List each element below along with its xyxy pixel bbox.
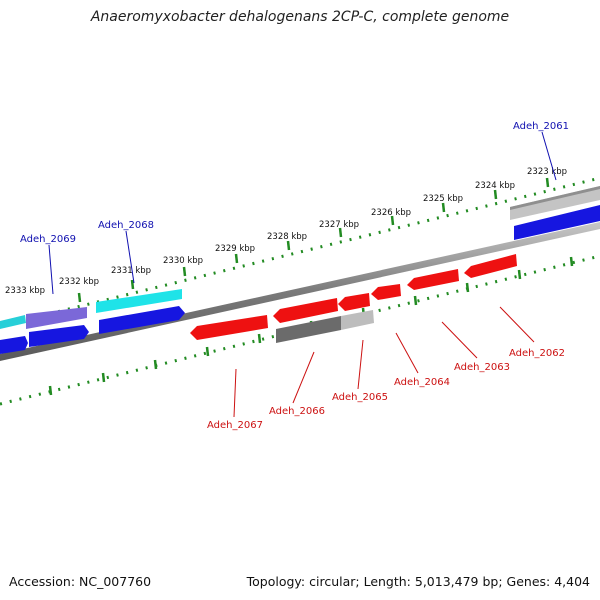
cds-arrow xyxy=(0,336,28,354)
gene-arrow-adeh-2066 xyxy=(273,298,338,323)
ruler-label: 2331 kbp xyxy=(111,266,151,276)
ruler-tick xyxy=(205,346,210,357)
leader-adeh-2061 xyxy=(541,131,557,181)
genome-summary-text: Topology: circular; Length: 5,013,479 bp… xyxy=(246,574,590,589)
ruler-tick xyxy=(182,266,187,277)
ruler-tick xyxy=(517,269,522,280)
leader-adeh-2066 xyxy=(292,351,315,404)
ruler-tick xyxy=(234,253,239,264)
ruler-label: 2332 kbp xyxy=(59,277,99,287)
gene-bar-adeh-2069 xyxy=(26,307,87,329)
ruler-tick xyxy=(101,372,106,383)
gene-label[interactable]: Adeh_2069 xyxy=(20,234,76,245)
gene-arrow-adeh-2062a xyxy=(407,269,459,290)
ruler-tick xyxy=(493,189,498,200)
map-title: Anaeromyxobacter dehalogenans 2CP-C, com… xyxy=(90,9,510,25)
ruler-tick xyxy=(338,227,343,238)
leader-adeh-2063 xyxy=(441,321,478,359)
leader-adeh-2064 xyxy=(395,332,419,374)
gene-label[interactable]: Adeh_2066 xyxy=(269,406,325,417)
gene-arrow-adeh-2064 xyxy=(338,293,370,311)
ruler-label: 2323 kbp xyxy=(527,167,567,177)
accession-text: Accession: NC_007760 xyxy=(9,574,152,589)
cds-arrow xyxy=(514,205,600,240)
leader-adeh-2068 xyxy=(125,230,135,284)
ruler-tick xyxy=(48,385,53,396)
gene-label[interactable]: Adeh_2064 xyxy=(394,377,450,388)
leader-adeh-2062 xyxy=(499,306,535,343)
leader-adeh-2067 xyxy=(233,368,237,418)
ruler-label: 2325 kbp xyxy=(423,194,463,204)
gene-arrow-adeh-2067 xyxy=(190,315,268,340)
gene-bar-adeh-2061 xyxy=(510,186,600,220)
ruler-label: 2329 kbp xyxy=(215,244,255,254)
gene-label[interactable]: Adeh_2061 xyxy=(513,121,569,132)
ruler-tick xyxy=(441,202,446,213)
ruler-label: 2328 kbp xyxy=(267,232,307,242)
ruler-tick xyxy=(130,279,135,290)
leader-adeh-2065 xyxy=(357,339,364,390)
cds-arrow xyxy=(29,325,89,347)
gene-arrow-adeh-2062b xyxy=(464,254,517,278)
ruler-tick xyxy=(569,256,574,267)
ruler-label: 2326 kbp xyxy=(371,208,411,218)
gene-bar-rna-left xyxy=(0,315,26,329)
gene-bar-adeh-2065 xyxy=(341,310,374,330)
ruler-tick xyxy=(390,215,395,226)
ruler-label: 2330 kbp xyxy=(163,256,203,266)
ruler-tick xyxy=(257,333,262,344)
cds-arrow xyxy=(99,306,185,334)
gene-arrow-adeh-2063 xyxy=(371,284,401,300)
gene-label[interactable]: Adeh_2062 xyxy=(509,348,565,359)
gene-label[interactable]: Adeh_2065 xyxy=(332,392,388,403)
ruler-tick xyxy=(153,359,158,370)
ruler-upper-line xyxy=(0,176,600,328)
ruler-tick xyxy=(413,295,418,306)
ruler-tick xyxy=(545,177,550,188)
gene-label[interactable]: Adeh_2068 xyxy=(98,220,154,231)
gene-bar-adeh-2068 xyxy=(96,289,182,313)
ruler-label: 2327 kbp xyxy=(319,220,359,230)
ruler-upper-ticks xyxy=(77,177,550,303)
ruler-label: 2333 kbp xyxy=(5,286,45,296)
gene-label[interactable]: Adeh_2067 xyxy=(207,420,263,431)
ruler-tick xyxy=(286,240,291,251)
genome-backbone xyxy=(0,222,600,361)
ruler-tick xyxy=(465,282,470,293)
ruler-label: 2324 kbp xyxy=(475,181,515,191)
gene-bar-upper-highlight xyxy=(510,186,600,210)
gene-bar-adeh-2066-gray xyxy=(276,316,341,343)
gene-label[interactable]: Adeh_2063 xyxy=(454,362,510,373)
ruler-tick xyxy=(77,292,82,303)
leader-adeh-2069 xyxy=(48,244,54,295)
